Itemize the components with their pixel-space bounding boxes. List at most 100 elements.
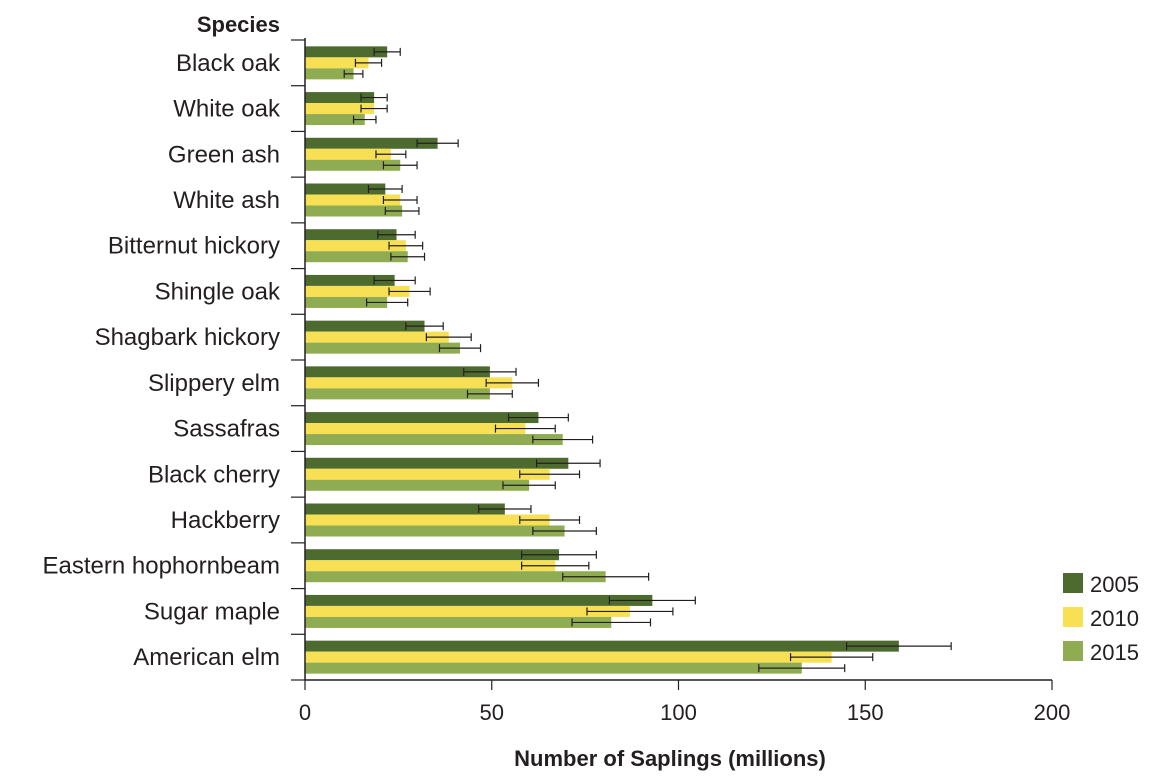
legend-label-2010: 2010 (1090, 606, 1139, 631)
error-bar (535, 459, 601, 468)
error-bar (367, 185, 403, 193)
error-bar (405, 322, 444, 331)
error-bar (384, 207, 420, 215)
category-label: Black cherry (148, 461, 280, 488)
category-label: Black oak (176, 50, 281, 77)
x-axis-title: Number of Saplings (millions) (514, 746, 826, 771)
bar-2010-shingle-oak (305, 285, 410, 297)
bar-2010-hackberry (305, 514, 550, 526)
error-bar (382, 196, 418, 204)
bar-2010-black-cherry (305, 468, 550, 480)
legend-swatch-2005 (1063, 573, 1083, 593)
error-bar (845, 642, 952, 651)
error-bar (519, 516, 581, 524)
error-bar (789, 653, 874, 662)
bar-2010-sassafras (305, 423, 526, 435)
error-bar (438, 344, 482, 353)
bar-2010-green-ash (305, 148, 391, 160)
category-label: White ash (173, 187, 280, 214)
y-axis-title: Species (197, 12, 280, 37)
x-tick-label: 0 (299, 700, 311, 725)
bar-2015-sugar-maple (305, 616, 612, 628)
error-bar (343, 69, 364, 78)
bar-2010-eastern-hophornbeam (305, 560, 556, 572)
x-tick-label: 50 (480, 700, 504, 725)
error-bar (758, 664, 846, 673)
bar-2005-bitternut-hickory (305, 229, 397, 241)
legend-swatch-2015 (1063, 641, 1083, 661)
error-bar (521, 561, 590, 570)
error-bar (388, 241, 424, 250)
error-bar (586, 607, 674, 616)
bar-2015-shagbark-hickory (305, 342, 461, 354)
error-bar (382, 161, 418, 170)
bar-2005-eastern-hophornbeam (305, 549, 559, 561)
error-bar (507, 413, 569, 422)
bar-2015-slippery-elm (305, 388, 490, 400)
bar-2005-slippery-elm (305, 366, 490, 378)
error-bar (562, 572, 650, 581)
bar-2010-white-oak (305, 103, 375, 115)
legend: 2005 2010 2015 (1063, 572, 1139, 665)
category-label: Eastern hophornbeam (43, 553, 281, 580)
axes-layer: Black oak White oak Green ash White ash Bitt… (43, 38, 1071, 725)
bar-2015-shingle-oak (305, 296, 388, 308)
error-bar (532, 527, 597, 535)
bar-2015-green-ash (305, 159, 401, 171)
error-bar (532, 435, 594, 444)
error-bar (360, 104, 388, 113)
bar-2010-slippery-elm (305, 377, 513, 389)
error-bar (463, 367, 517, 376)
error-bar (466, 389, 513, 398)
category-label: Hackberry (171, 507, 280, 534)
error-bar (485, 378, 540, 387)
error-bar (494, 424, 556, 433)
error-bar (375, 150, 407, 159)
legend-label-2005: 2005 (1090, 572, 1139, 597)
x-tick-label: 100 (660, 700, 697, 725)
legend-label-2015: 2015 (1090, 640, 1139, 665)
bar-2015-eastern-hophornbeam (305, 571, 606, 583)
category-label: American elm (133, 644, 280, 671)
bar-2015-bitternut-hickory (305, 251, 408, 263)
error-bar (521, 550, 597, 559)
bar-2005-shagbark-hickory (305, 320, 425, 332)
bar-2015-white-oak (305, 114, 365, 126)
bars-layer (305, 46, 952, 674)
error-bar (366, 298, 409, 307)
bar-2010-american-elm (305, 651, 832, 663)
error-bar (373, 47, 401, 56)
error-bar (377, 230, 416, 239)
bar-2015-hackberry (305, 525, 565, 537)
x-tick-label: 200 (1034, 700, 1071, 725)
bar-2010-black-oak (305, 57, 369, 69)
bar-2015-sassafras (305, 434, 563, 446)
error-bar (360, 93, 388, 102)
error-bar (608, 596, 696, 605)
bar-2005-green-ash (305, 137, 438, 149)
category-label: Sassafras (173, 416, 280, 443)
bar-2005-black-oak (305, 46, 388, 58)
bar-2005-black-cherry (305, 457, 569, 469)
bar-2005-american-elm (305, 640, 899, 652)
category-label: White oak (173, 96, 281, 123)
bar-2010-sugar-maple (305, 605, 630, 617)
category-label: Sugar maple (144, 598, 280, 625)
error-bar (502, 481, 556, 490)
bar-2015-black-oak (305, 68, 354, 80)
bar-2005-sassafras (305, 412, 539, 424)
error-bar (352, 115, 377, 124)
error-bar (390, 252, 426, 261)
error-bar (519, 470, 581, 479)
error-bar (425, 333, 472, 342)
bar-2005-shingle-oak (305, 274, 395, 286)
error-bar (478, 505, 532, 513)
bar-2015-american-elm (305, 662, 802, 674)
error-bar (373, 276, 416, 285)
legend-swatch-2010 (1063, 607, 1083, 627)
category-label: Shagbark hickory (95, 324, 280, 351)
bar-2015-white-ash (305, 205, 403, 217)
bar-2010-shagbark-hickory (305, 331, 449, 343)
bar-2010-bitternut-hickory (305, 240, 406, 252)
